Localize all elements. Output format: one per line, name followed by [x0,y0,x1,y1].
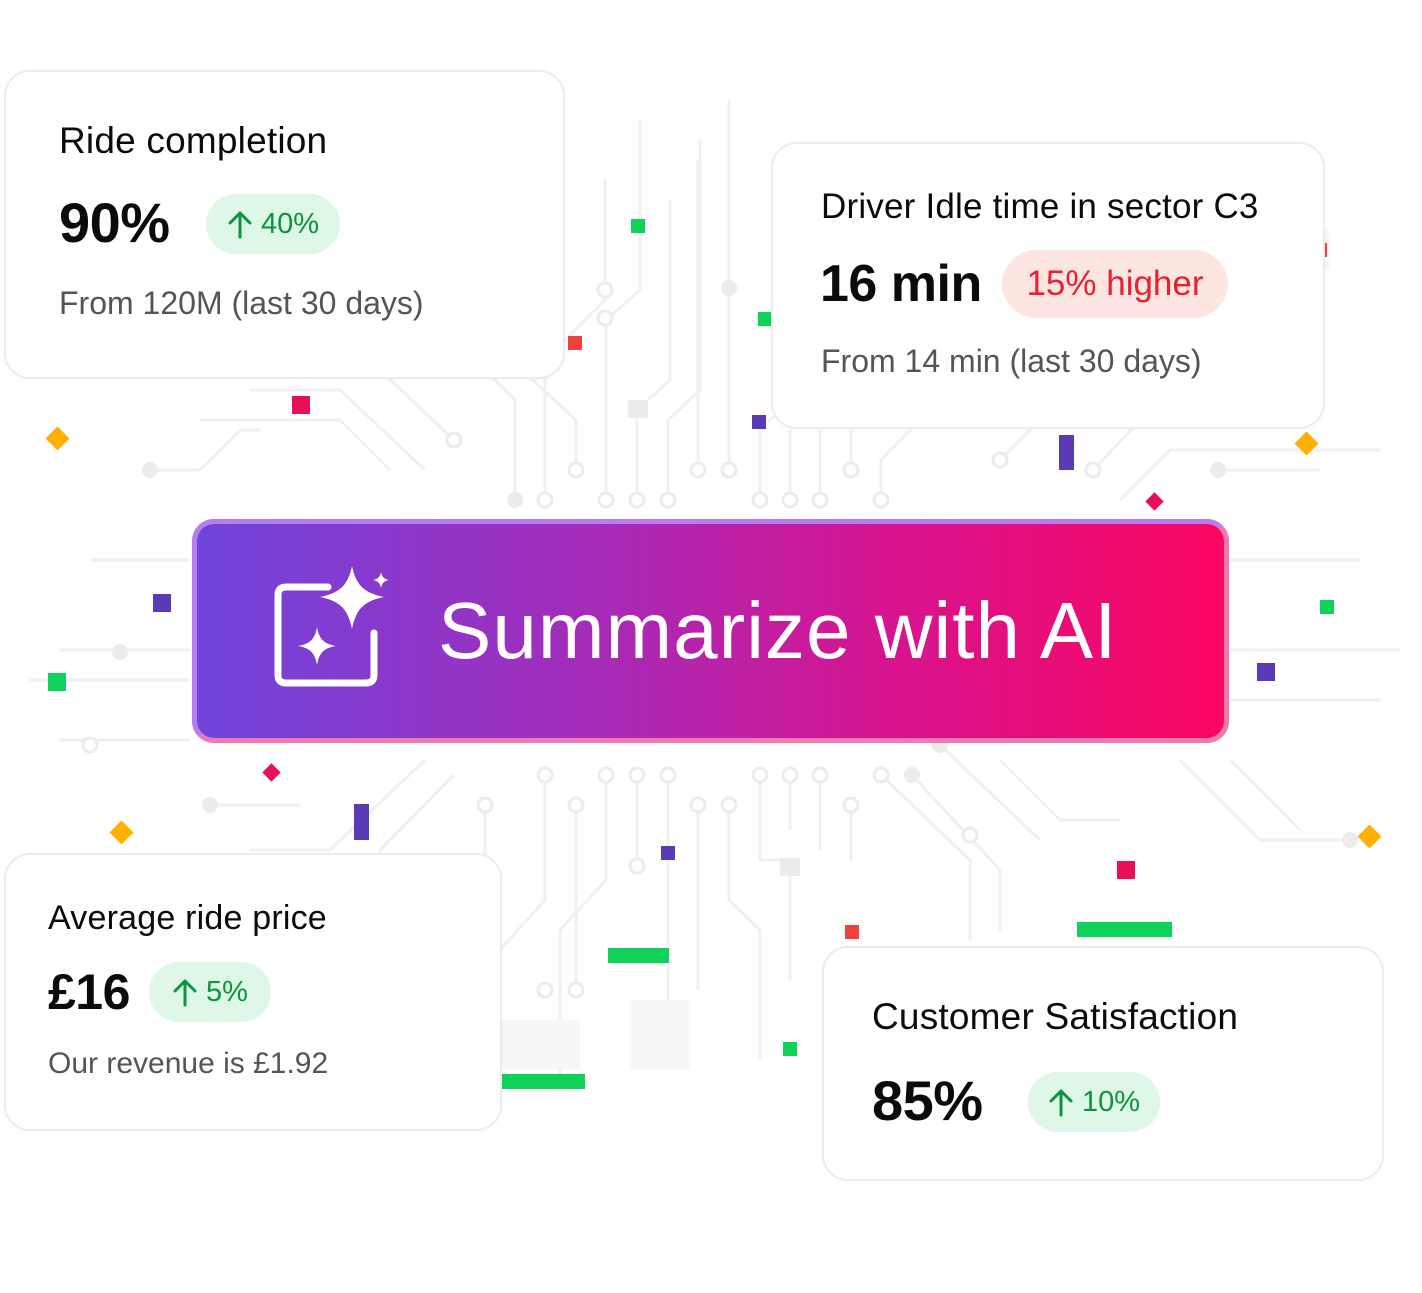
confetti-square [153,594,171,612]
confetti-square [1117,861,1135,879]
customer-satisfaction-card: Customer Satisfaction 85% 10% [822,946,1384,1181]
confetti-square [292,396,310,414]
change-value: 15% higher [1026,264,1204,303]
ride-completion-card: Ride completion 90% 40% From 120M (last … [4,70,565,379]
card-title: Driver Idle time in sector C3 [821,187,1259,226]
confetti-bar [608,948,669,963]
confetti-square [845,925,859,939]
card-subtitle: From 14 min (last 30 days) [821,343,1202,379]
metric-value: 85% [872,1069,983,1132]
confetti-square [783,1042,797,1056]
card-subtitle: Our revenue is £1.92 [48,1047,329,1080]
change-badge: 15% higher [1002,250,1228,318]
confetti-square [661,846,675,860]
card-title: Ride completion [59,120,328,161]
card-title: Customer Satisfaction [872,996,1239,1037]
metric-value: 90% [59,191,170,254]
confetti-square [758,312,771,326]
metric-value: £16 [48,964,130,1020]
card-title: Average ride price [48,899,327,937]
confetti-bar [1077,922,1172,937]
confetti-square [1257,663,1275,681]
confetti-square [631,219,645,233]
change-badge: 5% [149,962,271,1022]
confetti-bar [354,804,369,840]
confetti-square [752,415,766,429]
confetti-square [1320,600,1334,614]
change-badge: 40% [206,194,340,254]
summarize-with-ai-button[interactable] [192,519,1229,743]
confetti-square [48,673,66,691]
confetti-bar [1059,435,1074,470]
change-value: 5% [206,975,248,1008]
confetti-square [568,336,582,350]
card-subtitle: From 120M (last 30 days) [59,285,424,321]
arrow-up-icon [1049,1089,1073,1117]
change-value: 10% [1081,1085,1141,1118]
driver-idle-card: Driver Idle time in sector C3 16 min 15%… [771,142,1325,429]
metric-value: 16 min [820,255,982,313]
arrow-up-icon [228,211,252,239]
summarize-button-label: Summarize with AI [438,586,1118,675]
avg-ride-price-card: Average ride price £16 5% Our revenue is… [4,853,502,1131]
confetti-bar [500,1074,585,1089]
change-badge: 10% [1028,1072,1160,1132]
ai-sparkle-icon [274,566,389,687]
change-value: 40% [260,207,320,240]
arrow-up-icon [173,979,197,1007]
